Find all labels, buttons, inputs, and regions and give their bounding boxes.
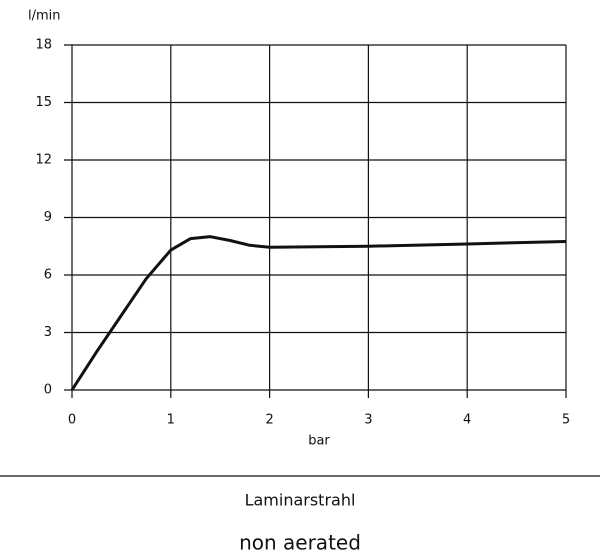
y-tick-label: 3: [44, 325, 52, 340]
x-tick-label: 0: [68, 413, 76, 428]
y-tick-label: 18: [35, 38, 52, 53]
x-tick-label: 2: [265, 413, 273, 428]
y-tick-label: 9: [44, 210, 52, 225]
data-line: [70, 235, 567, 391]
y-tick-label: 12: [35, 153, 52, 168]
x-axis-label: bar: [308, 434, 330, 449]
y-axis-label: l/min: [28, 9, 61, 24]
x-tick-label: 1: [167, 413, 175, 428]
y-tick-label: 15: [35, 95, 52, 110]
y-tick-label: 0: [44, 383, 52, 398]
caption-subtitle: non aerated: [239, 531, 361, 554]
caption-title: Laminarstrahl: [245, 491, 356, 510]
x-tick-label: 5: [562, 413, 570, 428]
x-tick-label: 3: [364, 413, 372, 428]
x-tick-label: 4: [463, 413, 471, 428]
y-tick-label: 6: [44, 268, 52, 283]
